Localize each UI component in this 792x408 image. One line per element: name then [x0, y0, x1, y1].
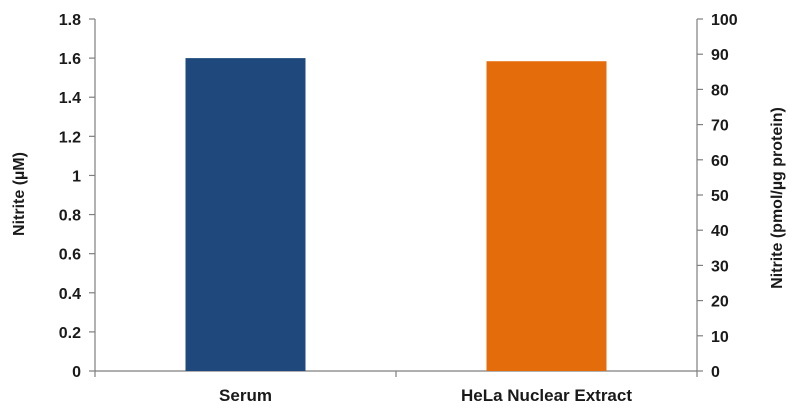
right-tick-label: 60	[711, 153, 729, 170]
left-tick-label: 0.8	[59, 208, 81, 225]
left-tick-label: 0	[72, 364, 81, 381]
right-tick-label: 70	[711, 118, 729, 135]
right-tick-label: 0	[711, 364, 720, 381]
right-tick-label: 80	[711, 82, 729, 99]
left-tick-label: 1	[72, 168, 81, 185]
category-label: HeLa Nuclear Extract	[461, 386, 632, 405]
right-tick-label: 50	[711, 188, 729, 205]
category-label: Serum	[219, 386, 272, 405]
left-tick-label: 0.4	[59, 286, 81, 303]
left-tick-label: 1.6	[59, 51, 81, 68]
left-y-axis: 0 0.2 0.4 0.6 0.8 1 1.2 1.4 1.6 1.8	[59, 12, 96, 381]
bar-serum	[185, 58, 306, 371]
right-tick-label: 100	[711, 12, 738, 29]
right-axis-title: Nitrite (pmol/µg protein)	[769, 107, 786, 289]
right-tick-label: 90	[711, 47, 729, 64]
right-y-axis: 0 10 20 30 40 50 60 70 80 90 100	[696, 12, 738, 381]
right-tick-label: 40	[711, 223, 729, 240]
right-tick-label: 10	[711, 329, 729, 346]
left-tick-label: 0.2	[59, 325, 81, 342]
left-tick-label: 1.2	[59, 129, 81, 146]
left-axis-title: Nitrite (µM)	[11, 152, 28, 236]
left-tick-label: 1.8	[59, 12, 81, 29]
right-tick-label: 30	[711, 258, 729, 275]
bar-hela-nuclear-extract	[486, 61, 607, 372]
x-axis: Serum HeLa Nuclear Extract	[94, 370, 698, 405]
left-tick-label: 1.4	[59, 90, 81, 107]
right-tick-label: 20	[711, 294, 729, 311]
bars	[185, 58, 607, 372]
left-tick-label: 0.6	[59, 247, 81, 264]
